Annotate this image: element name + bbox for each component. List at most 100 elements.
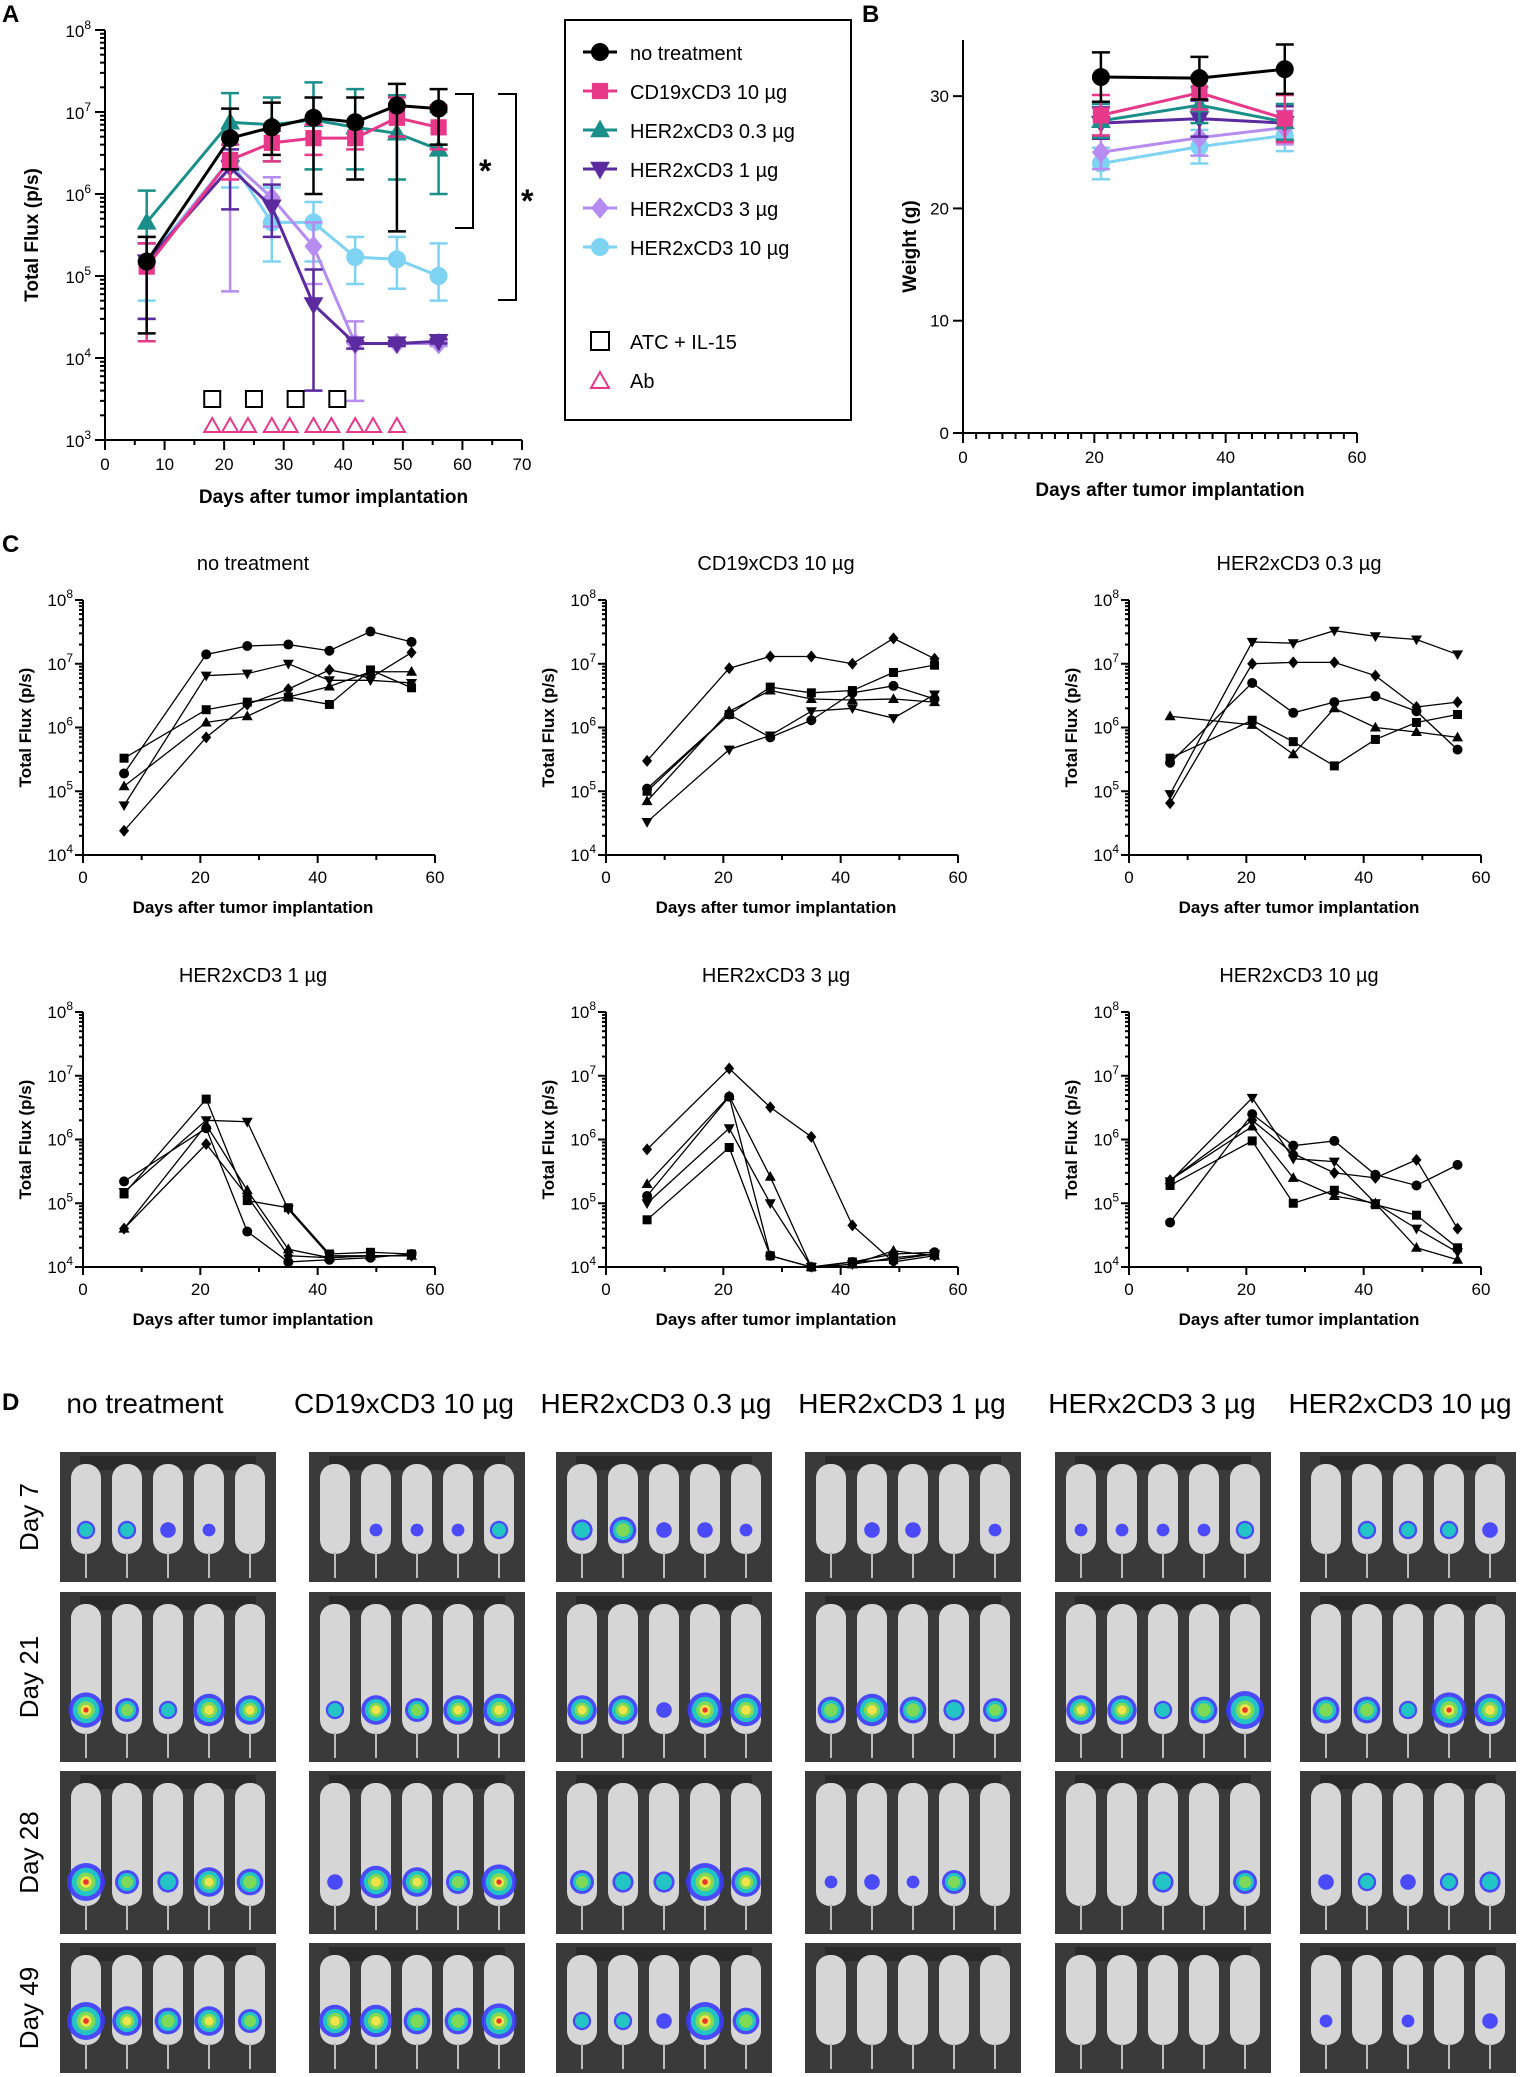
mouse [649,1464,679,1578]
panel-c-charts: no treatment 104 105 106 107 108 0 20 40 60 Days a… [16,553,1490,1329]
signal-outer [905,1522,921,1538]
series-0 [1091,43,1294,104]
mouse-body [939,1955,969,2045]
data-point [387,96,406,115]
data-point [119,1176,130,1187]
significance-star-1: * [479,153,492,189]
panel-a-chart: 103 104 105 106 107 108 0 10 20 30 40 50 60 70 Days af… [22,18,531,508]
data-point [1165,1217,1176,1228]
data-point [1453,709,1463,719]
y-tick-label: 106 [47,1127,73,1150]
significance-star-2: * [521,183,534,219]
mouse [153,1783,183,1930]
mouse-body [320,1464,350,1554]
mouse [855,1604,889,1758]
data-point [806,1262,816,1272]
y-axis-label: Weight (g) [900,200,921,293]
signal-inner [616,1523,630,1537]
y-tick-label: 104 [1093,842,1119,865]
mouse [939,1955,969,2069]
panel-c-plot-5: HER2xCD3 3 µg 104 105 106 107 108 0 20 40 60 Days … [539,965,967,1329]
mouse [361,1604,391,1758]
y-tick-label: 104 [570,842,596,865]
x-tick-label: 20 [191,1280,210,1299]
data-point [1247,1114,1258,1127]
y-tick-label: 0 [940,424,949,443]
mouse [402,1604,432,1758]
imaging-column-title: HER2xCD3 1 µg [798,1388,1006,1419]
mouse-body [1434,1955,1464,2045]
mouse-series-4 [118,1119,418,1262]
data-point [1329,1135,1340,1146]
signal-inner [410,2014,424,2028]
mouse-series-5 [119,1137,417,1264]
data-point [806,688,816,698]
mouse-body [898,1783,928,1906]
imaging-cell [1300,1452,1516,1582]
y-tick-label: 105 [570,1190,596,1213]
mouse [731,1464,761,1578]
data-point [201,705,211,715]
series-line [646,693,935,823]
data-point [1328,1190,1340,1200]
mouse-series-3 [119,1123,417,1267]
signal-core [245,1705,255,1715]
signal-outer [988,1523,1002,1537]
mouse [567,1955,597,2069]
legend-atc-marker [590,331,610,351]
legend-swatch-marker [590,119,610,138]
mouse-body [980,1783,1010,1906]
data-point [1370,1200,1380,1210]
panel-a-legend: no treatment CD19xCD3 10 µg HER2xCD3 0.3… [564,19,852,421]
mouse [1230,1464,1260,1578]
signal-outer [202,1523,216,1537]
series-line [1169,1125,1458,1261]
mouse [980,1955,1010,2069]
mouse [482,1604,516,1758]
data-point [723,1090,735,1101]
y-tick-label: 106 [1093,715,1119,738]
data-point [324,699,334,709]
x-tick-label: 0 [601,868,610,887]
mouse [980,1464,1010,1578]
imaging-column-title: no treatment [66,1388,223,1419]
series-line [646,1067,935,1263]
mouse [402,1783,432,1930]
y-tick-label: 106 [1093,1127,1119,1150]
imaging-cell [556,1452,772,1582]
signal-outer [1319,2014,1333,2028]
y-tick-label: 106 [47,715,73,738]
signal-inner [576,1876,588,1888]
data-point [201,1137,212,1150]
mouse-body [857,1464,887,1554]
signal-inner [1319,1703,1333,1717]
signal-outer [1156,1523,1170,1537]
mouse-series-1 [1164,1093,1464,1259]
signal-inner [121,1704,133,1716]
mouse [898,1783,928,1930]
mouse [1352,1464,1382,1578]
data-point [282,659,294,670]
signal-core [1117,1705,1127,1715]
mouse-body [484,1464,514,1554]
signal-outer [1400,1874,1416,1890]
panel-c-plot-1: no treatment 104 105 106 107 108 0 20 40 60 Days a… [16,553,444,917]
y-tick-label: 30 [930,87,949,106]
legend-label-her2-3: HER2xCD3 3 µg [630,199,778,221]
x-tick-label: 0 [1124,1280,1133,1299]
mouse-series-5 [1165,1136,1463,1253]
mouse [687,1604,723,1758]
mouse-body [1311,1783,1341,1906]
mouse-body [1230,1955,1260,2045]
data-point [887,1244,899,1255]
mouse [153,1955,183,2069]
data-point [1329,656,1340,669]
mouse [608,1955,638,2069]
series-line [123,671,412,787]
mouse [153,1464,183,1578]
mouse-body [1148,1604,1178,1734]
data-point [1411,717,1421,727]
data-point [724,662,735,675]
legend-label-ab: Ab [630,371,654,393]
mouse-body [153,1464,183,1554]
